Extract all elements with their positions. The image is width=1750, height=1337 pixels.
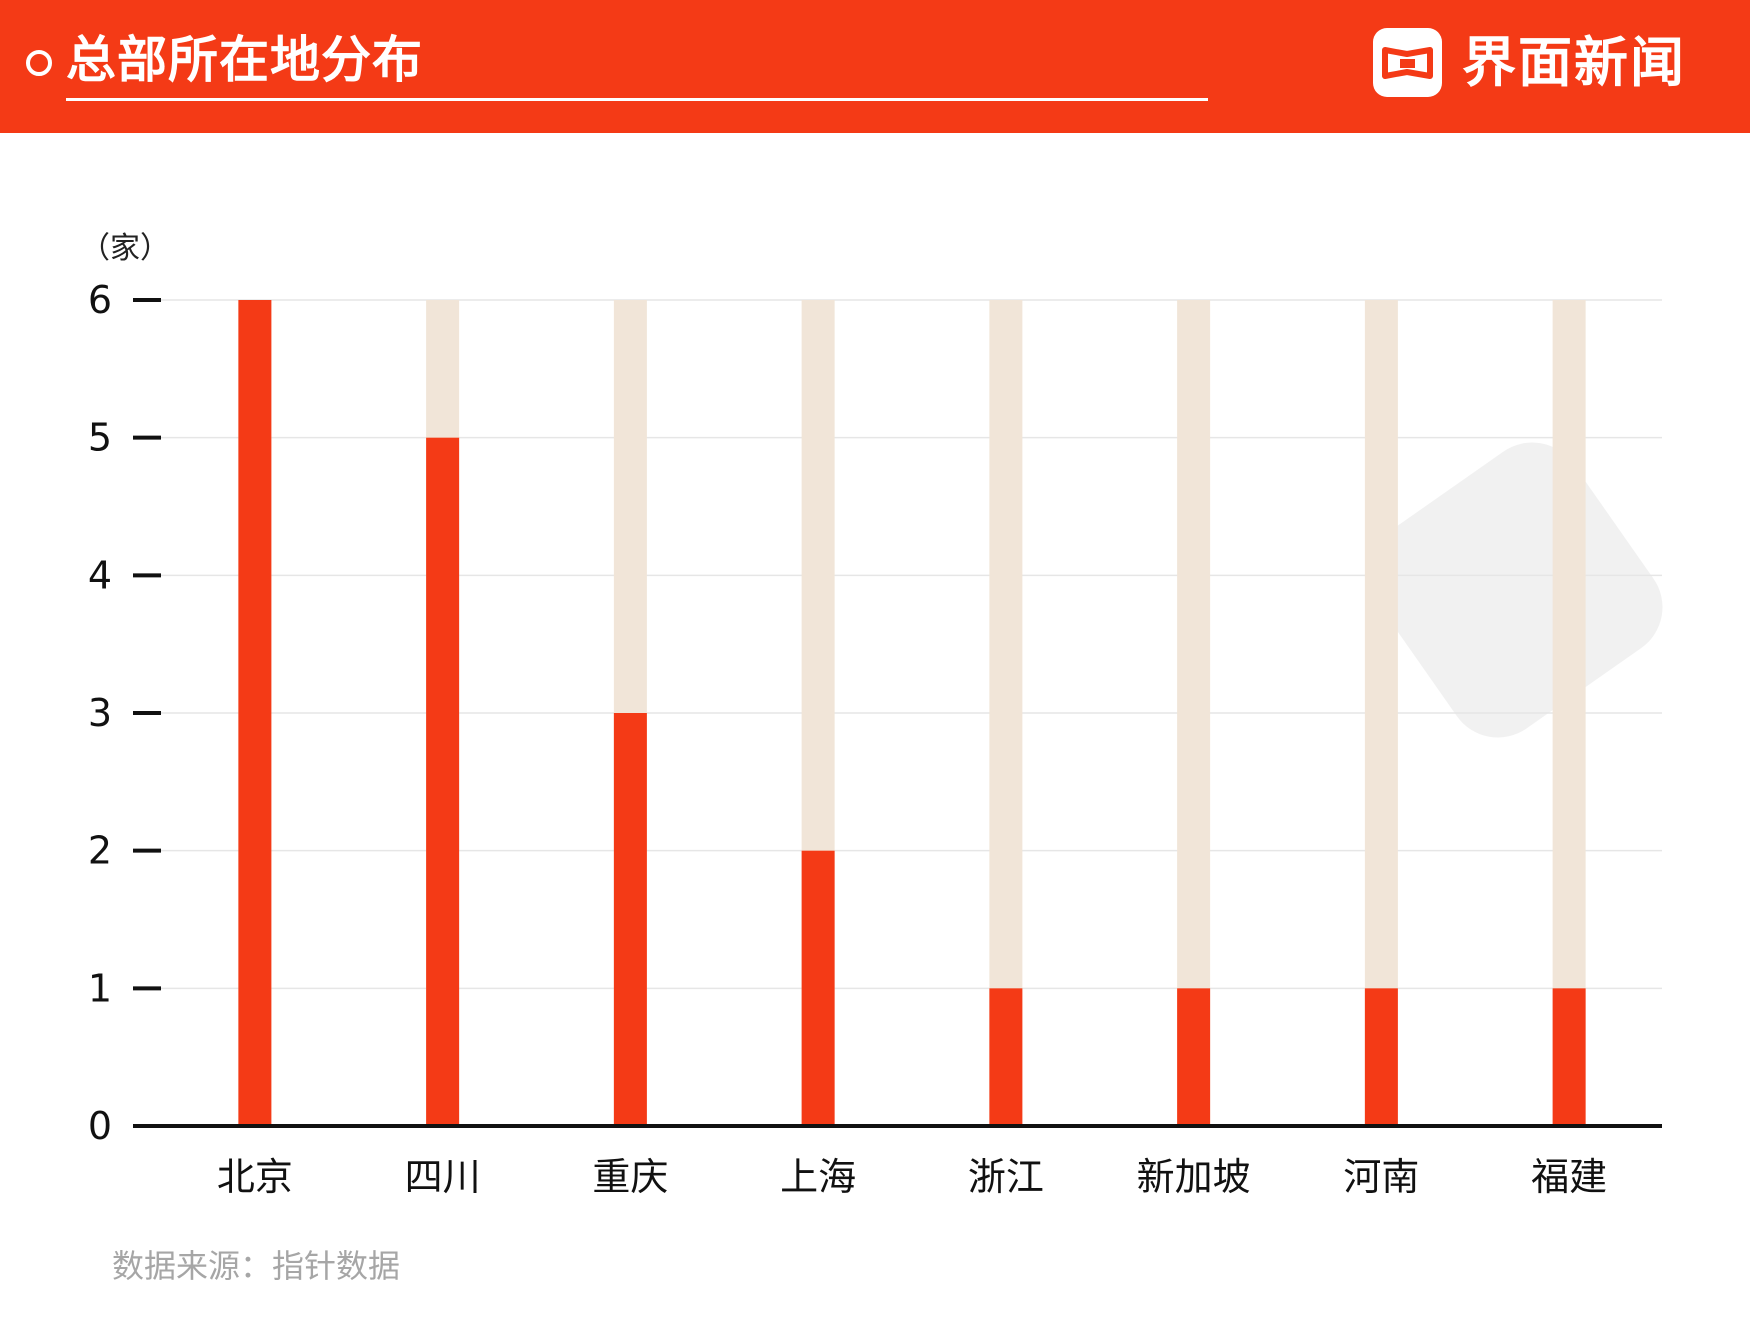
x-tick-label: 四川 [405,1155,481,1199]
y-tick-label: 2 [88,829,112,873]
y-tick-label: 3 [88,691,112,735]
bar [613,713,647,1126]
y-axis-unit-label: （家） [80,231,170,266]
bar [426,437,460,1127]
chart-title: 总部所在地分布 [66,31,423,89]
x-tick-label: 上海 [780,1155,856,1199]
watermark [1367,442,1663,738]
y-tick-label: 6 [88,278,112,322]
x-tick-label: 重庆 [592,1155,668,1199]
bar [989,988,1023,1126]
title-underline [66,98,1208,101]
header-bar: 总部所在地分布 界面新闻 [0,0,1750,133]
x-tick-label: 河南 [1343,1155,1419,1199]
x-tick-label: 浙江 [968,1155,1044,1199]
y-tick-label: 1 [88,966,112,1010]
brand-logo-icon [1373,28,1442,97]
y-tick-label: 0 [88,1104,112,1148]
title-bullet-icon [26,50,52,76]
x-tick-label: 新加坡 [1137,1155,1251,1199]
bar [1552,988,1586,1126]
bar [801,850,835,1126]
brand-name: 界面新闻 [1462,31,1686,94]
bar [1364,988,1398,1126]
bar [238,300,272,1126]
bar [1177,988,1211,1126]
x-tick-label: 北京 [217,1155,293,1199]
data-source-note: 数据来源：指针数据 [112,1247,401,1285]
x-tick-label: 福建 [1531,1155,1607,1199]
y-tick-label: 5 [88,416,112,460]
y-tick-label: 4 [88,553,112,597]
